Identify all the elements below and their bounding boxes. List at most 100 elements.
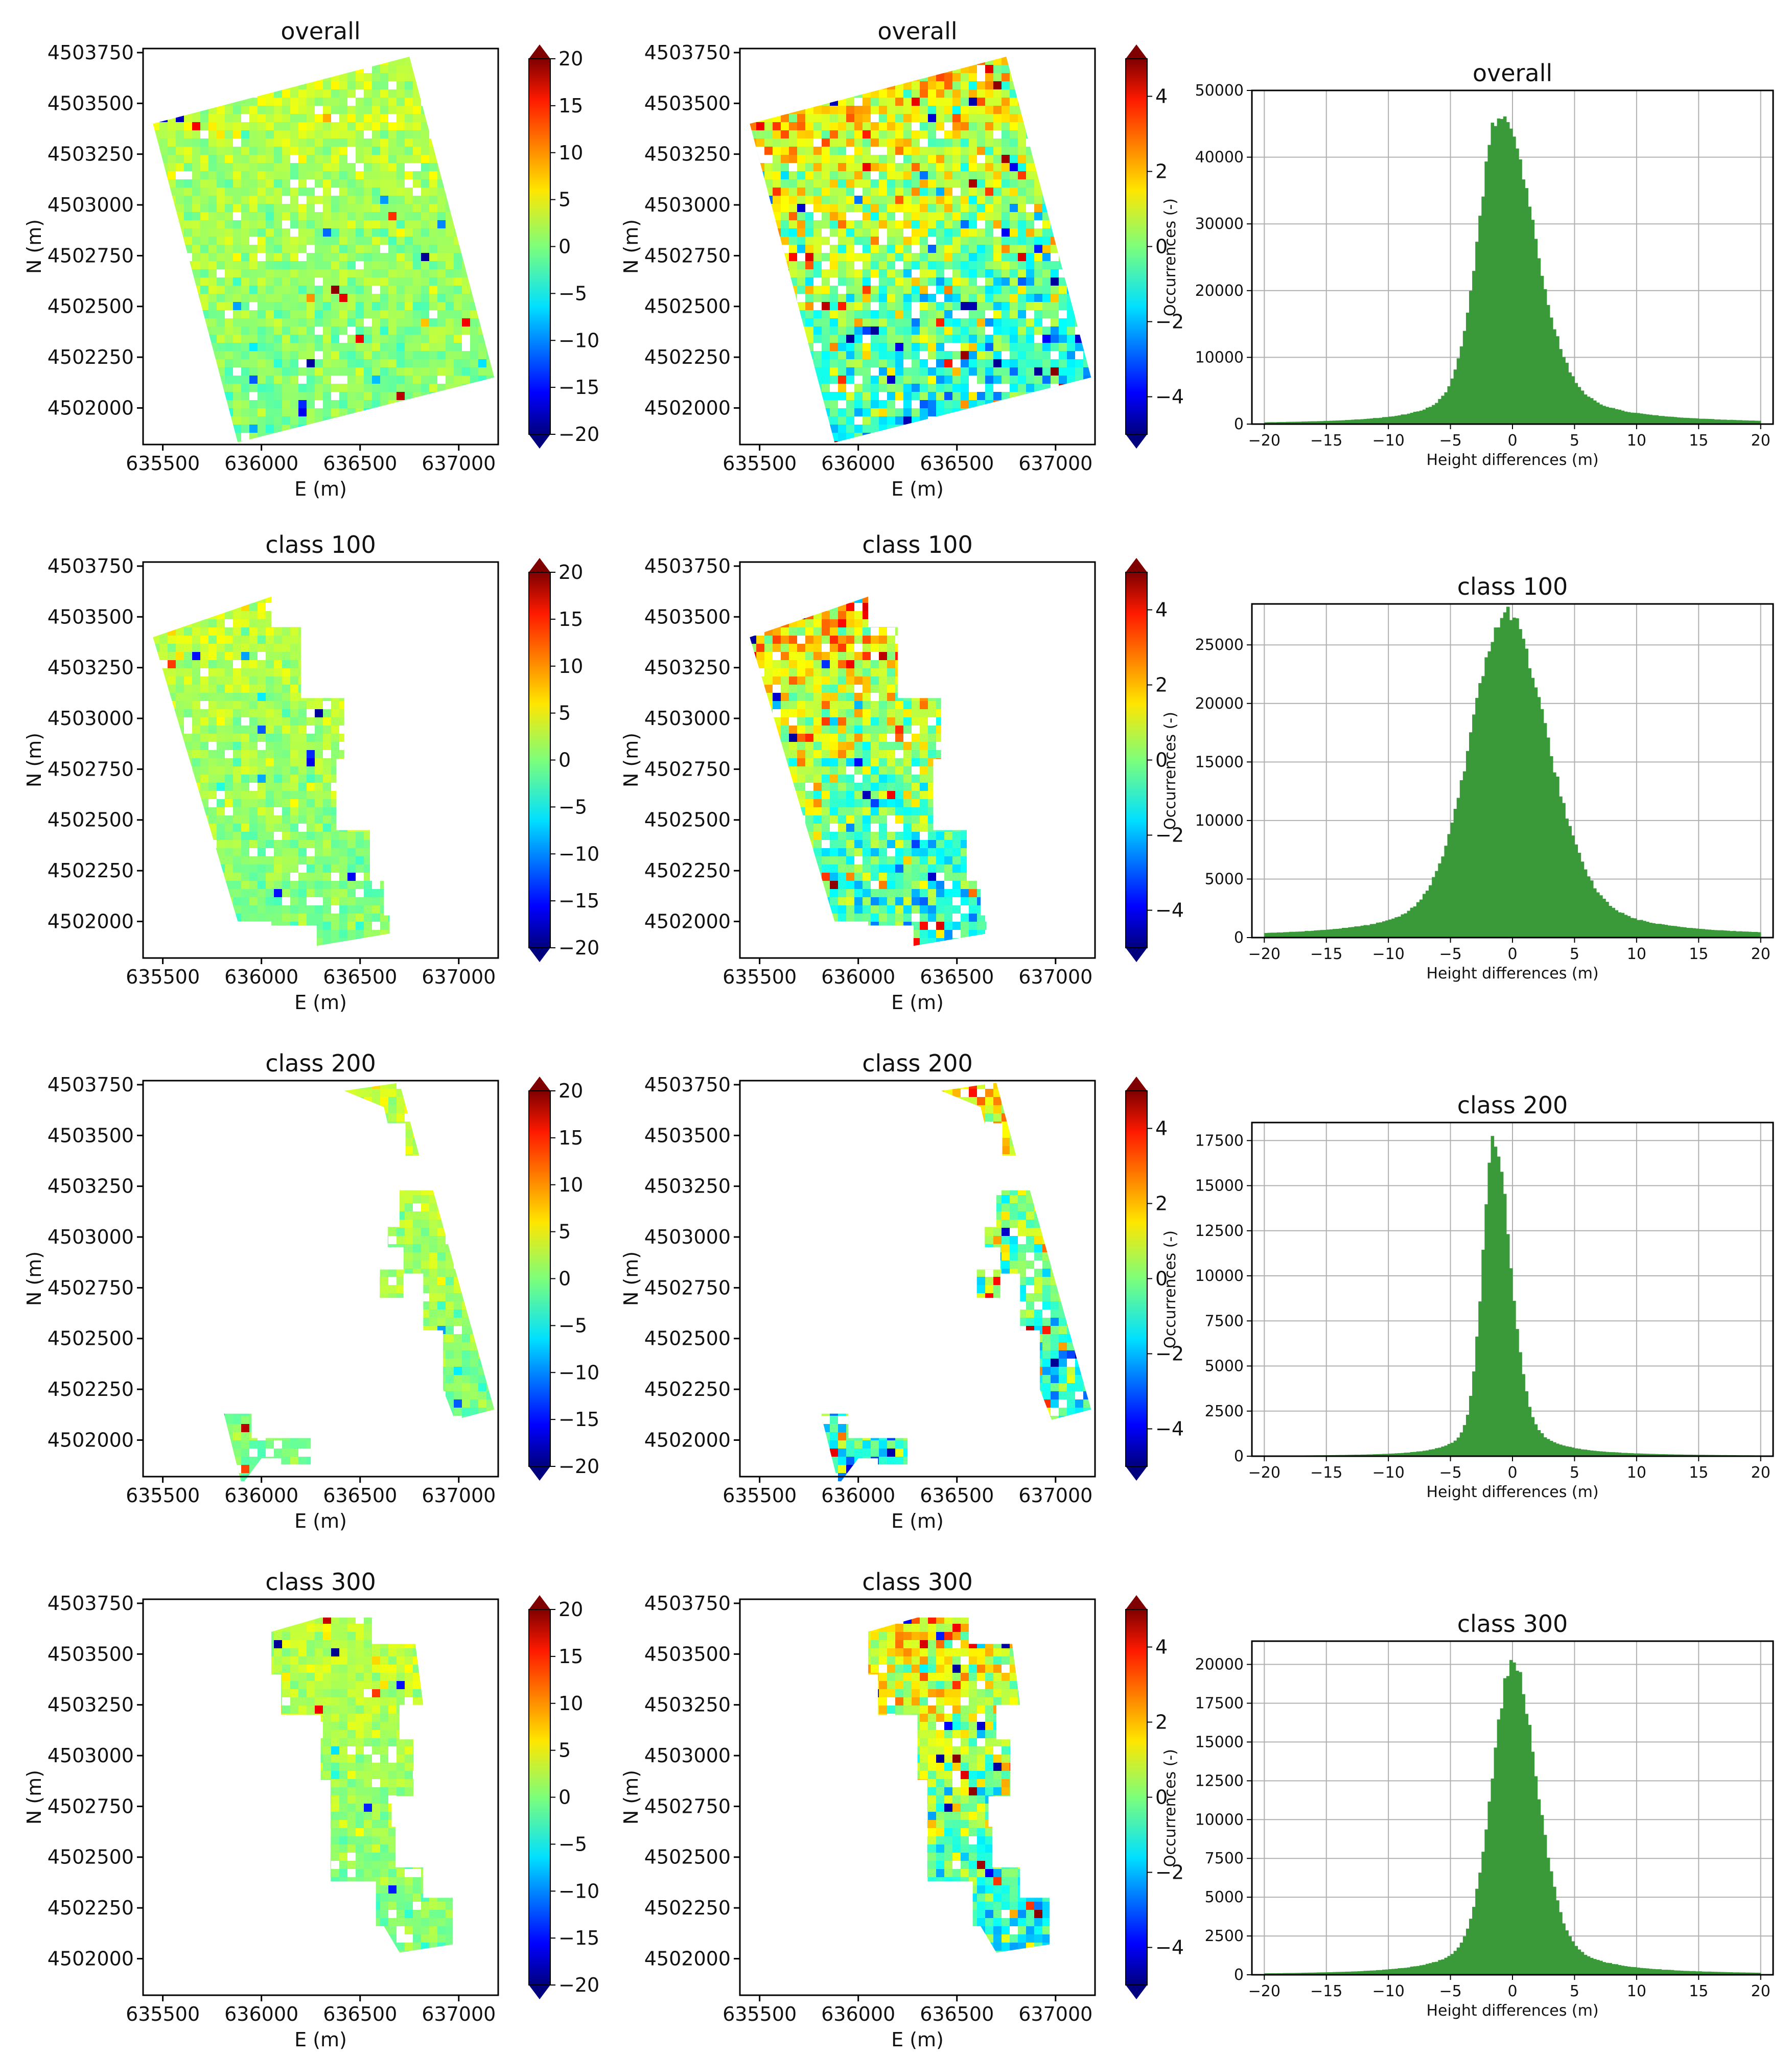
map-ytick-label: 4503250 [644,143,731,166]
histogram-bar [1317,421,1321,424]
map-ytick-label: 4502500 [644,1846,731,1869]
histogram-xtick-label: −20 [1248,432,1281,450]
map-xtick-label: 637000 [1018,2003,1092,2025]
histogram-bar [1391,1453,1395,1456]
colorbar-tick-label: −10 [558,329,599,352]
histogram-bar [1652,1969,1656,1975]
histogram-bar [1329,1972,1333,1975]
histogram-bar [1549,756,1553,938]
histogram-bar [1376,1454,1380,1456]
histogram-bar [1593,1959,1597,1975]
map-xtick-label: 636000 [821,452,895,475]
histogram-bar [1714,419,1718,424]
histogram-bar [1385,1969,1389,1975]
histogram-bar [1360,1454,1364,1456]
map-ytick-label: 4503750 [48,41,134,64]
map-title: class 200 [862,1049,973,1077]
histogram-bar [1317,930,1321,938]
map-ytick-label: 4503000 [644,1226,731,1248]
histogram-xtick-label: 5 [1570,432,1579,450]
histogram-bar [1711,419,1715,424]
map-ytick-label: 4503500 [48,92,134,114]
histogram-bar [1630,1967,1634,1975]
histogram-bar [1264,422,1268,424]
histogram-bar [1565,819,1569,938]
map-xtick-label: 637000 [1018,1484,1092,1507]
histogram-bar [1475,1888,1479,1975]
histogram-panel-200: class 200 −20 −15 −10 −5 0 5 10 15 20 Height diffe… [1161,1091,1774,1501]
histogram-bar [1276,932,1281,938]
histogram-bar [1366,418,1370,424]
map-xtick-label: 635500 [723,452,797,475]
histogram-bar [1404,414,1408,424]
histogram-bar [1624,411,1628,424]
histogram-bar [1462,331,1467,424]
histogram-bar [1286,1973,1290,1975]
histogram-bar [1531,220,1535,424]
histogram-bar [1494,126,1498,424]
map-ytick-label: 4503250 [644,1175,731,1198]
map-ytick-label: 4502000 [644,1429,731,1451]
histogram-bar [1596,892,1600,938]
histogram-bar [1695,928,1699,938]
histogram-bar [1298,931,1302,938]
histogram-bar [1630,1453,1634,1456]
histogram-bar [1593,400,1597,424]
histogram-bar [1720,1972,1724,1975]
histogram-bar [1438,1447,1441,1456]
histogram-bar [1516,148,1519,424]
map-xtick-label: 635500 [126,966,200,988]
map-ytick-label: 4502000 [644,396,731,419]
histogram-bar [1276,422,1281,424]
map-ytick-label: 4503000 [644,1744,731,1767]
histogram-bar [1673,1970,1678,1975]
map-ytick-label: 4502000 [48,1429,134,1451]
map-xlabel: E (m) [294,2028,347,2051]
histogram-bar [1459,780,1463,938]
histogram-bar [1680,417,1684,424]
map-panel-300-narrow: class 300 635500 636000 636500 637000 E (m) 45… [620,1568,1184,2051]
histogram-bar [1686,417,1690,424]
colorbar-tick-label: −10 [558,843,599,865]
histogram-bar [1391,918,1395,938]
histogram-xtick-label: −15 [1310,945,1342,963]
colorbar-tick-label: 5 [558,189,571,211]
histogram-bar [1708,418,1712,424]
histogram-bar [1577,387,1581,424]
histogram-bar [1726,419,1730,424]
histogram-bar [1621,1966,1625,1975]
histogram-bar [1447,1956,1451,1975]
histogram-bar [1528,1407,1532,1456]
histogram-bar [1456,358,1460,424]
histogram-bar [1522,1694,1525,1975]
histogram-bar [1568,372,1572,424]
histogram-bar [1512,1662,1516,1975]
histogram-bar [1429,1963,1432,1975]
histogram-bar [1627,1453,1631,1456]
histogram-bar [1391,416,1395,424]
histogram-bar [1475,697,1479,938]
histogram-bar [1416,1966,1420,1975]
histogram-bar [1754,931,1758,938]
histogram-bar [1612,408,1615,424]
histogram-bar [1609,1963,1612,1975]
histogram-bar [1618,1965,1622,1975]
colorbar-tick-label: 20 [558,1598,583,1621]
histogram-bar [1339,420,1342,424]
map-xtick-label: 635500 [126,2003,200,2025]
map-frame [739,48,1096,446]
histogram-bar [1354,1971,1358,1975]
histogram-ytick-label: 15000 [1195,753,1244,771]
histogram-bar [1723,419,1727,424]
histogram-xtick-label: 5 [1570,945,1579,963]
map-frame [142,1598,499,1996]
histogram-bar [1580,390,1585,424]
histogram-bar [1348,1971,1352,1975]
histogram-xtick-label: 5 [1570,1464,1579,1482]
histogram-bar [1730,419,1733,424]
histogram-xtick-label: −5 [1439,1982,1461,2000]
colorbar-extend-max [1126,44,1147,59]
histogram-bar [1438,399,1441,424]
histogram-bar [1652,415,1656,424]
histogram-bar [1357,926,1361,938]
